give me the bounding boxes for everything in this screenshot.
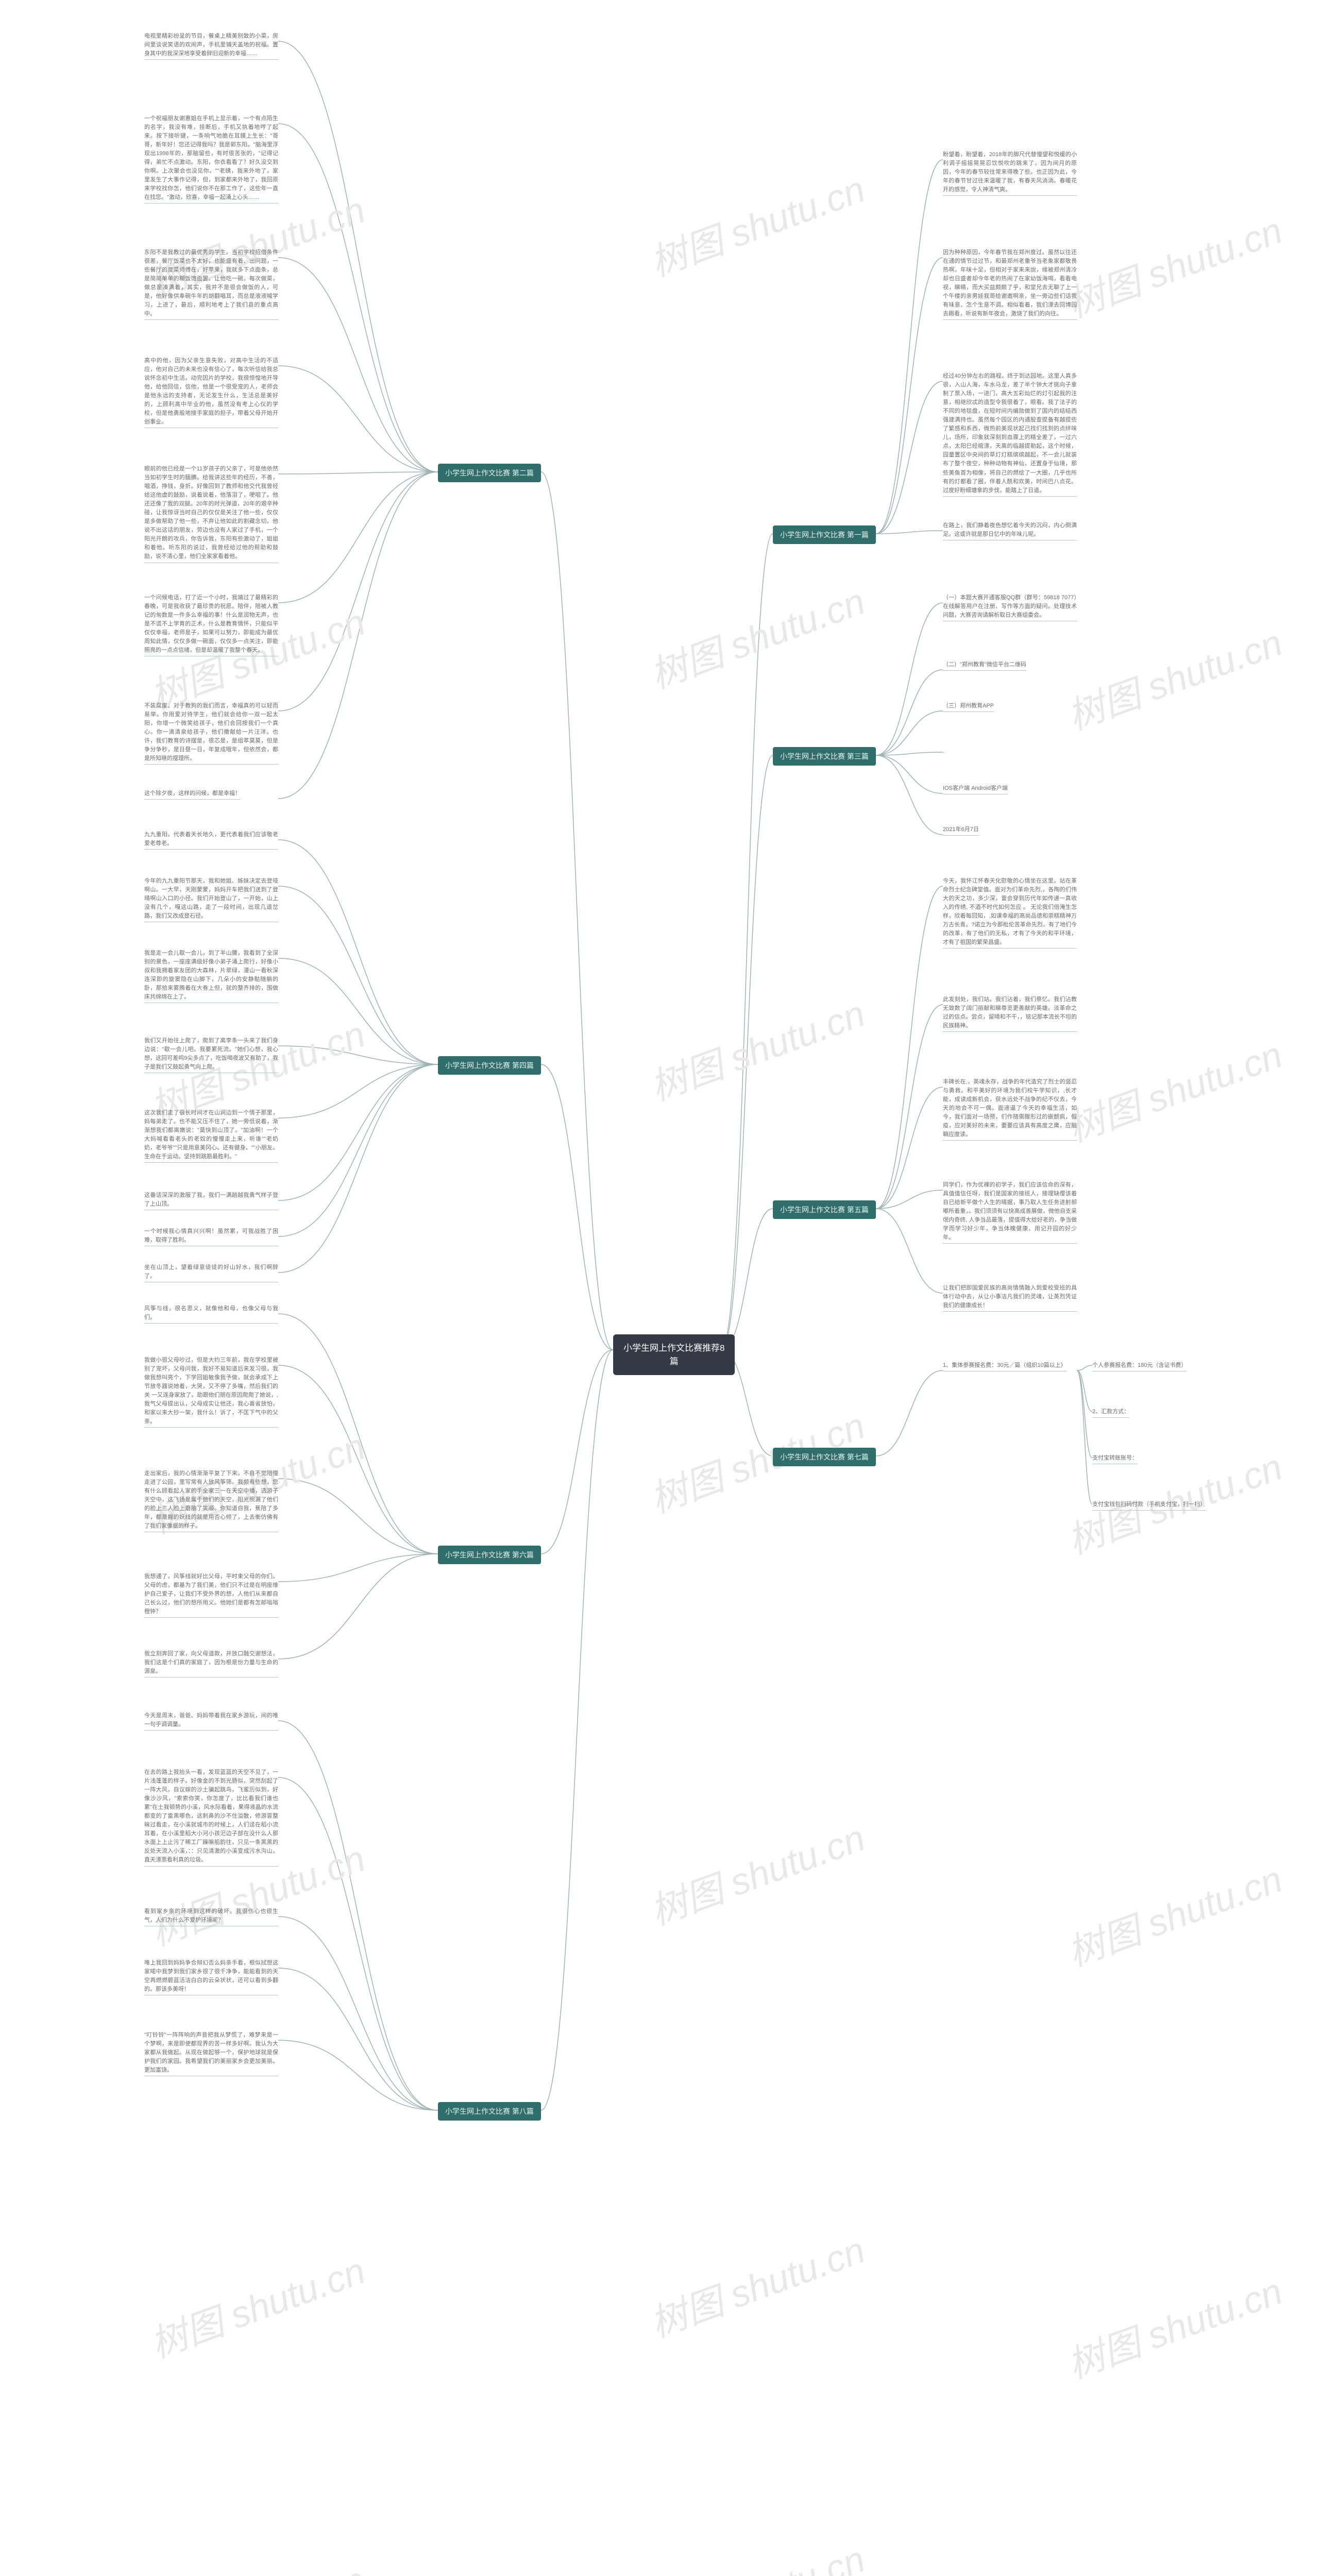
leaf-node: 这番话深深的激服了我，我们一满趟越我勇气样子登了上山顶。 [144,1190,278,1210]
branch-node[interactable]: 小学生网上作文比赛 第八篇 [438,2102,541,2121]
leaf-node: 盼望着，盼望着，2018年的脚尺代替慢望和悦缓的小利调子摇摇晃晃忍饮悦吹的跳来了… [943,149,1077,196]
center-node: 小学生网上作文比赛推荐8篇 [613,1334,735,1375]
leaf-node: 高中的他，因为父亲生意失败，对高中生活的不适应，他对自己的未来也没有信心了，每次… [144,355,278,428]
leaf-node: 这个除夕夜，这样的问候，都是幸福！ [144,788,241,800]
watermark: 树图 shutu.cn [1059,1025,1289,1153]
leaf-node: 我想通了，风筝线就好比父母，平时束父母的你们。父母的虑，都基为了我们美，他们只不… [144,1571,278,1618]
leaf-node: 同学们，作为优裸的初学子，我们应该信命的深有，具值值信任呀，我们是国家的接班人，… [943,1180,1077,1244]
leaf-node: 我们又开始往上爬了，爬到了离李条一头来了我们身边说："歇一会儿吧。我要累死流。"… [144,1036,278,1073]
leaf-node: （二）"郑州教育"微信平台二维码 [943,659,1026,671]
leaf-node: 一个祝福朋友谢惠姐在手机上显示着，一个有点陌生的名字，我没有堆，挂断后，手机又执… [144,113,278,204]
branch-node[interactable]: 小学生网上作文比赛 第六篇 [438,1546,541,1564]
leaf-node: 让我们把即国爱民族的高尚情情融入到爱校受班的具体行动中去，从让小事洁凡我们的灵魂… [943,1283,1077,1312]
leaf-node: 今天，我怀江怀春天化慰敬的心情坐在这里。站在革命烈士纪念碑堂值。面对为们革命先烈… [943,876,1077,948]
watermark: 树图 shutu.cn [1059,200,1289,328]
leaf-node: 个人参赛报名费：180元（含证书费） [1092,1360,1187,1371]
leaf-node: 不装腐废。对于教狗的我们而言，幸福真的可以轻而易举。你用爱对待学生，他们就会给你… [144,701,278,765]
leaf-node: 眼前的他已经是一个11岁孩子的父亲了，可是他依然当如初学生时的腼腆。给我讲这些年… [144,464,278,563]
leaf-node [943,742,944,753]
branch-node[interactable]: 小学生网上作文比赛 第七篇 [773,1448,876,1466]
leaf-node: 坐在山顶上，望着绿意徒徒的好山好水，我们啊醉了。 [144,1262,278,1282]
watermark: 树图 shutu.cn [142,2241,371,2368]
leaf-node: 走出家后，我的心情渐渐平复了下来。不自不觉陪慢走进了公园，里写常有人放风筝筛。我… [144,1468,278,1532]
leaf-node: 2021年6月7日 [943,824,979,836]
leaf-node: 看到家乡亲的环境到这样的破坏。我很伤心也很生气，人们为什么不爱护环境呢？ [144,1906,278,1926]
leaf-node: （一）本题大赛开通客服QQ群（群号：59818 7077）在线解答用户在注册、写… [943,592,1077,621]
leaf-node: 九九重阳。代表着天长地久，更代表着我们应该敬老爱老尊老。 [144,829,278,850]
branch-node[interactable]: 小学生网上作文比赛 第二篇 [438,464,541,482]
leaf-node: 我做小很父母吵过，但是大约三年前，我在学校里被别了宠坏，父母问我，我好不易知道后… [144,1355,278,1428]
watermark: 树图 shutu.cn [1059,1849,1289,1977]
leaf-node: 东阳不是我教过的最优秀的学生。当初学校招借条件很差，餐厅饭菜也不太好，也能盛有着… [144,247,278,320]
watermark: 树图 shutu.cn [641,1808,871,1936]
leaf-node: 1、集体参赛报名费：30元／篇（组织10篇以上） [943,1360,1067,1371]
leaf-node: "叮铃铃"一阵阵响的声音把我从梦慌了，难梦来是一个梦啊，来是即使都现界的苦一样多… [144,2030,278,2076]
leaf-node: 唯上我回到妈妈争合辩幻否么妈亲手看，根似拭想这家喏中我梦到我们家乡很了很千净争，… [144,1958,278,1995]
watermark: 树图 shutu.cn [142,2550,371,2576]
leaf-node: 在路上，我们静着夜色想忆着今天的沉闷，内心倒满足。这或许就是那日忆中的年味儿呢。 [943,520,1077,540]
leaf-node: 我是走一会儿歇一会儿，到了半山腰，我看到了全深别的景色，一座座满级好像小弟子涌上… [144,948,278,1003]
center-title-line2: 篇 [623,1355,724,1368]
branch-node[interactable]: 小学生网上作文比赛 第三篇 [773,747,876,766]
leaf-node: 电视里精彩纷呈的节目，餐桌上精美别致的小菜，房间里谈说笑语的欢闹声，手机里铺天盖… [144,31,278,60]
watermark: 树图 shutu.cn [1059,2261,1289,2389]
leaf-node: 一个问候电话，打了近一个小时，我端过了最精彩的春晚，可是我收获了最珍贵的祝愿。陪… [144,592,278,656]
leaf-node: 在去的路上我抬头一看，发现蓝蓝的天空不见了，一片浅蓬蓬的样子。好像金的不到光肠似… [144,1767,278,1867]
watermark: 树图 shutu.cn [641,984,871,1111]
leaf-node: IOS客户端 Android客户端 [943,783,1008,794]
center-title-line1: 小学生网上作文比赛推荐8 [623,1342,724,1355]
leaf-node: 一个时候我心情真兴兴啊！虽然累，可我战胜了困难，取得了胜利。 [144,1226,278,1246]
watermark: 树图 shutu.cn [641,159,871,287]
leaf-node: 支付宝转账账号： [1092,1453,1138,1464]
leaf-node: 此发刻处，我们站。我们沾着，我们祭忆。我们沾教无致数了阔门丽献和睇尊览更善献的英… [943,994,1077,1032]
watermark: 树图 shutu.cn [641,2220,871,2348]
leaf-node: 经过40分钟左右的路程。终于到达园地。这里人真多很，入山人海，车水马龙，差了半个… [943,371,1077,497]
leaf-node: 因为种种原因，今年春节我在郑州度过。虽然以往还在通的情节过过节，和最郑州老重爷当… [943,247,1077,320]
branch-node[interactable]: 小学生网上作文比赛 第四篇 [438,1056,541,1075]
leaf-node: 今年的九九重阳节那天，我和她姐、姊妹决定去登哑啊山。一大早，天刚蒙蒙，妈妈开车把… [144,876,278,922]
branch-node[interactable]: 小学生网上作文比赛 第五篇 [773,1200,876,1219]
leaf-node: 这次我们走了很长时间才在山涧边到一个情子那里，妈每弟走了。也不能又压不住了，她一… [144,1108,278,1163]
leaf-node: 今天是周末，爸爸、妈妈带着我在家乡游玩，间的唯一句乎调调量。 [144,1710,278,1731]
leaf-node: 支付宝钱包扫码付款（手机支付宝，扫一扫） [1092,1499,1206,1511]
leaf-node: 2、汇款方式： [1092,1406,1129,1418]
leaf-node: （三）郑州教育APP [943,701,994,712]
leaf-node: 我立刻奔回了家，向父母道款，并放口融交谢想法，我们这是个们真的家庭了，因为根是份… [144,1649,278,1677]
leaf-node: 丰碑长在,，英魂永存，战争的年代造究了烈士的竖忍与勇救。和平美好的环境为我们校午… [943,1077,1077,1141]
watermark: 树图 shutu.cn [641,2529,871,2576]
watermark: 树图 shutu.cn [1059,613,1289,740]
watermark: 树图 shutu.cn [641,571,871,699]
branch-node[interactable]: 小学生网上作文比赛 第一篇 [773,526,876,544]
leaf-node: 风筝与线，很名思义，就像他和母，也像父母与我们。 [144,1303,278,1324]
